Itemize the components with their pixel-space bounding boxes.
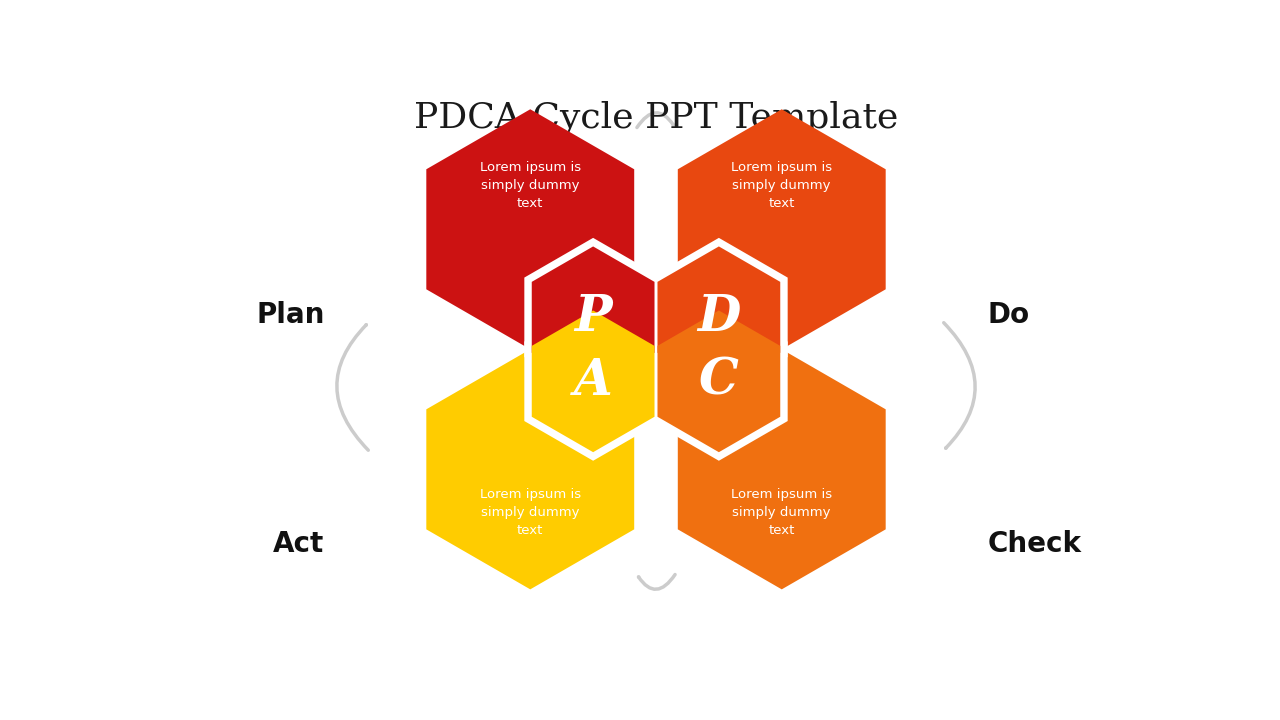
Polygon shape	[525, 238, 662, 397]
Text: Lorem ipsum is
simply dummy
text: Lorem ipsum is simply dummy text	[480, 161, 581, 210]
FancyArrowPatch shape	[639, 575, 675, 589]
Text: P: P	[575, 293, 612, 342]
FancyArrowPatch shape	[637, 113, 673, 127]
Text: Plan: Plan	[256, 301, 325, 329]
Text: PDCA Cycle PPT Template: PDCA Cycle PPT Template	[413, 100, 899, 135]
Polygon shape	[650, 238, 787, 397]
FancyArrowPatch shape	[337, 325, 369, 450]
Text: A: A	[573, 357, 613, 406]
FancyArrowPatch shape	[943, 323, 975, 448]
Text: Do: Do	[987, 301, 1029, 329]
Polygon shape	[525, 302, 662, 461]
Polygon shape	[650, 302, 787, 461]
Polygon shape	[531, 310, 654, 452]
Polygon shape	[426, 349, 634, 590]
Text: C: C	[699, 357, 739, 406]
Text: Lorem ipsum is
simply dummy
text: Lorem ipsum is simply dummy text	[480, 488, 581, 537]
Text: Lorem ipsum is
simply dummy
text: Lorem ipsum is simply dummy text	[731, 488, 832, 537]
Text: Act: Act	[273, 530, 325, 557]
Text: Check: Check	[987, 530, 1082, 557]
Polygon shape	[531, 246, 654, 388]
Polygon shape	[678, 349, 886, 590]
Polygon shape	[658, 246, 781, 388]
Text: Lorem ipsum is
simply dummy
text: Lorem ipsum is simply dummy text	[731, 161, 832, 210]
Polygon shape	[426, 109, 634, 349]
Polygon shape	[678, 109, 886, 349]
Polygon shape	[658, 310, 781, 452]
Text: D: D	[698, 293, 741, 342]
